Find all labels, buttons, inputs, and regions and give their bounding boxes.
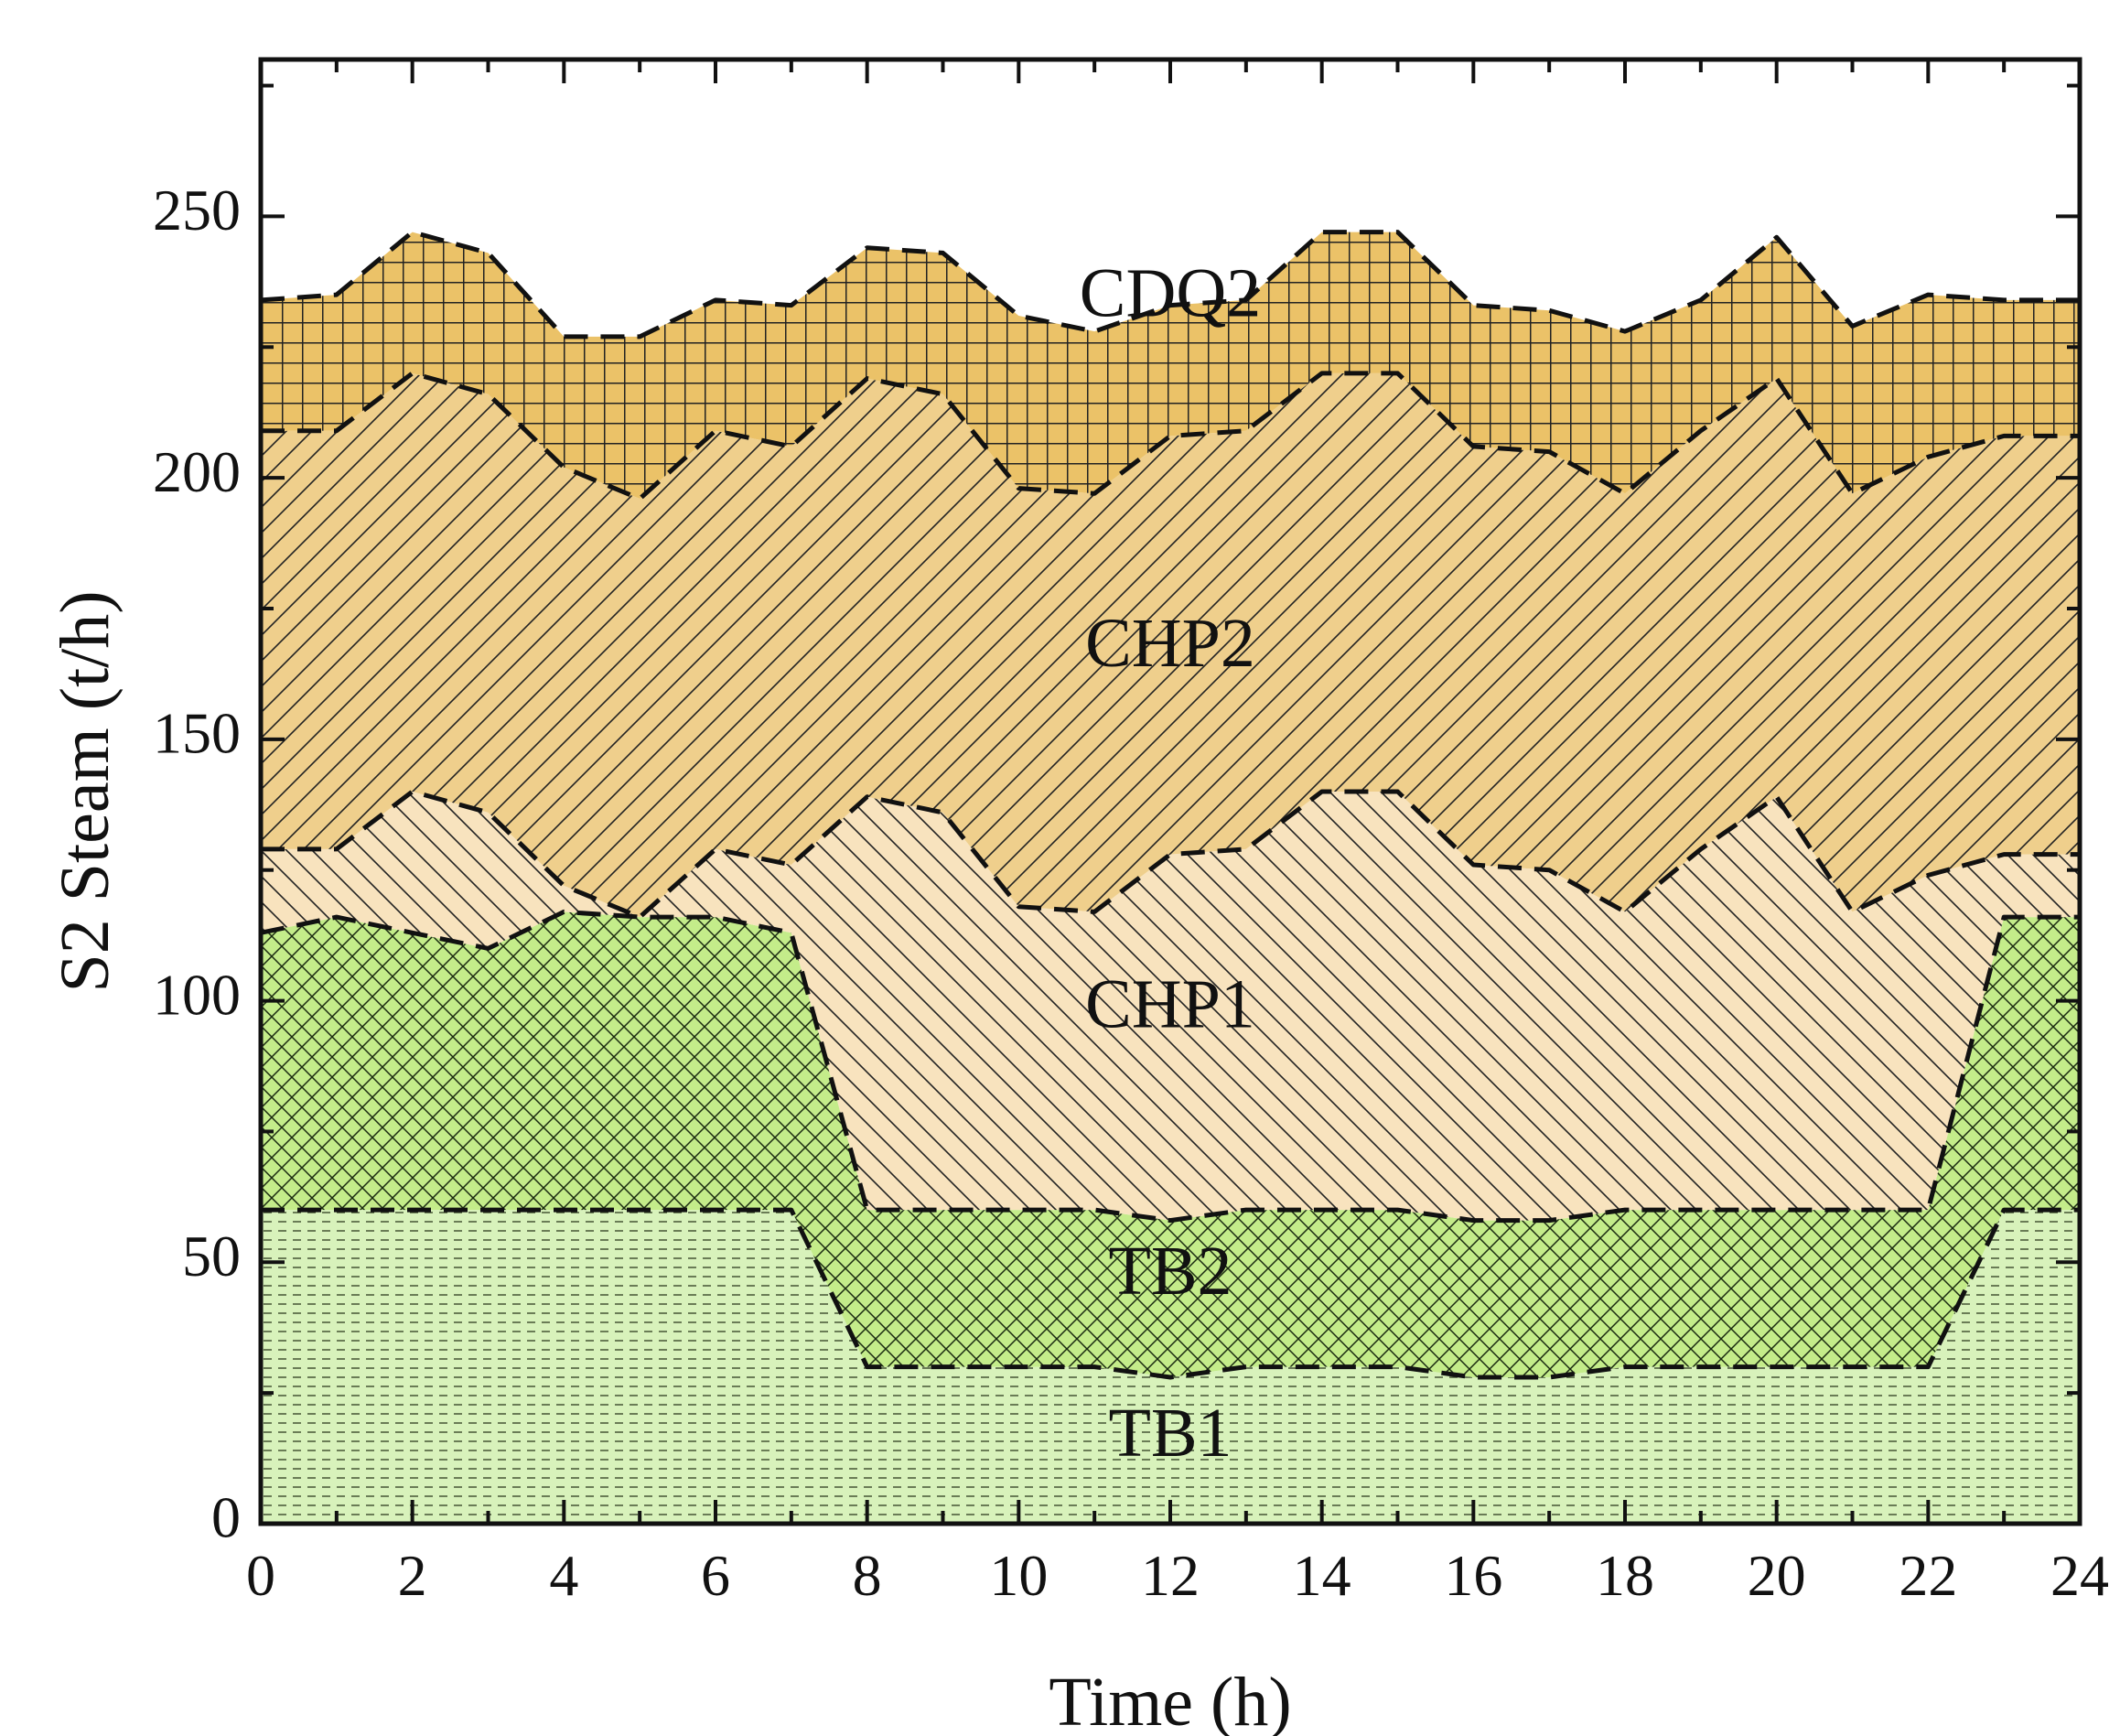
area-chp1 xyxy=(261,792,2080,1221)
x-tick-label: 0 xyxy=(246,1543,275,1608)
area-labels: TB1 TB2 CHP1 CHP2 CDQ2 xyxy=(1080,254,1261,1472)
x-tick-label: 20 xyxy=(1748,1543,1806,1608)
series-boundaries xyxy=(261,230,2080,1380)
label-tb1: TB1 xyxy=(1108,1395,1232,1472)
label-cdq2: CDQ2 xyxy=(1080,254,1261,331)
x-tick-label: 2 xyxy=(398,1543,427,1608)
label-chp1: CHP1 xyxy=(1085,965,1255,1042)
x-axis-ticks: 0 2 4 6 8 10 12 14 16 18 20 22 24 xyxy=(246,59,2109,1608)
y-axis-ticks: 0 50 100 150 200 250 xyxy=(153,83,2080,1550)
label-tb2: TB2 xyxy=(1108,1233,1232,1310)
area-chp2 xyxy=(261,372,2080,918)
y-tick-label: 200 xyxy=(153,439,241,504)
stacked-areas xyxy=(261,232,2080,1524)
x-tick-label: 18 xyxy=(1596,1543,1654,1608)
boundary-cdq2 xyxy=(261,230,2080,340)
x-tick-label: 24 xyxy=(2050,1543,2109,1608)
y-tick-label: 150 xyxy=(153,701,241,766)
boundary-tb2 xyxy=(261,909,2080,1224)
y-tick-label: 50 xyxy=(182,1224,241,1289)
x-axis-title: Time (h) xyxy=(1049,1664,1291,1736)
boundary-tb1 xyxy=(261,1207,2080,1380)
y-tick-label: 100 xyxy=(153,962,241,1027)
x-tick-label: 10 xyxy=(989,1543,1048,1608)
label-chp2: CHP2 xyxy=(1085,605,1255,682)
area-tb2 xyxy=(261,911,2080,1377)
x-tick-label: 16 xyxy=(1444,1543,1502,1608)
x-tick-label: 4 xyxy=(549,1543,578,1608)
x-tick-label: 14 xyxy=(1293,1543,1351,1608)
x-tick-label: 6 xyxy=(701,1543,730,1608)
y-axis-title: S2 Steam (t/h) xyxy=(47,590,124,992)
x-tick-label: 8 xyxy=(853,1543,882,1608)
y-tick-label: 250 xyxy=(153,178,241,243)
area-tb1 xyxy=(261,1210,2080,1524)
x-tick-label: 22 xyxy=(1899,1543,1957,1608)
x-tick-label: 12 xyxy=(1141,1543,1200,1608)
y-tick-label: 0 xyxy=(211,1485,241,1550)
area-cdq2 xyxy=(261,232,2080,499)
